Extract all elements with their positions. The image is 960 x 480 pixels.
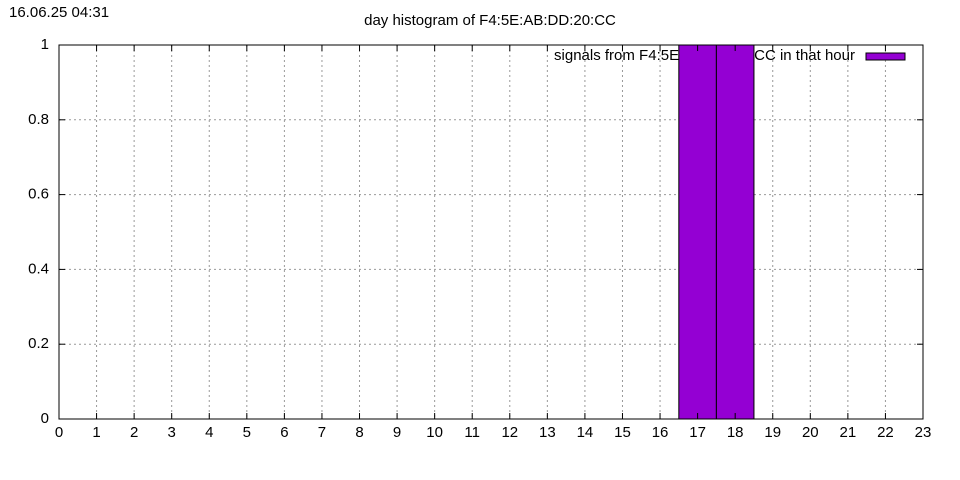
bars [678,45,755,419]
x-tick-label: 0 [55,424,63,441]
x-tick-label: 3 [168,424,176,441]
y-tick-label: 0.2 [28,335,49,352]
x-tick-label: 8 [355,424,363,441]
y-tick-label: 0 [41,410,49,427]
x-tick-label: 15 [614,424,631,441]
grid [58,44,924,420]
bar [678,45,717,419]
x-tick-label: 14 [577,424,594,441]
x-tick-label: 2 [130,424,138,441]
x-tick-label: 4 [205,424,213,441]
x-tick-label: 22 [877,424,894,441]
x-tick-label: 23 [915,424,932,441]
timestamp: 16.06.25 04:31 [9,4,109,21]
x-tick-label: 11 [464,424,480,441]
x-tick-label: 17 [689,424,706,441]
y-tick-label: 0.6 [28,186,49,203]
x-tick-label: 1 [92,424,100,441]
x-tick-label: 10 [426,424,443,441]
bar [715,45,755,419]
x-tick-label: 18 [727,424,744,441]
axes: 00.20.40.60.810 1 2 3 4 5 6 7 8 9 10 11 12 13 14 15 16 17… [28,36,931,441]
y-tick-label: 1 [41,36,49,53]
y-tick-label: 0.4 [28,260,49,277]
x-tick-label: 16 [652,424,669,441]
plot-border [58,44,924,420]
x-tick-label: 7 [318,424,326,441]
legend-swatch [865,52,906,61]
x-tick-label: 5 [243,424,251,441]
x-tick-label: 13 [539,424,556,441]
x-tick-label: 21 [840,424,857,441]
x-tick-label: 9 [393,424,401,441]
x-tick-label: 12 [501,424,518,441]
y-tick-label: 0.8 [28,111,49,128]
x-tick-label: 19 [764,424,781,441]
x-tick-label: 20 [802,424,819,441]
chart-title: day histogram of F4:5E:AB:DD:20:CC [364,12,616,29]
x-tick-label: 6 [280,424,288,441]
